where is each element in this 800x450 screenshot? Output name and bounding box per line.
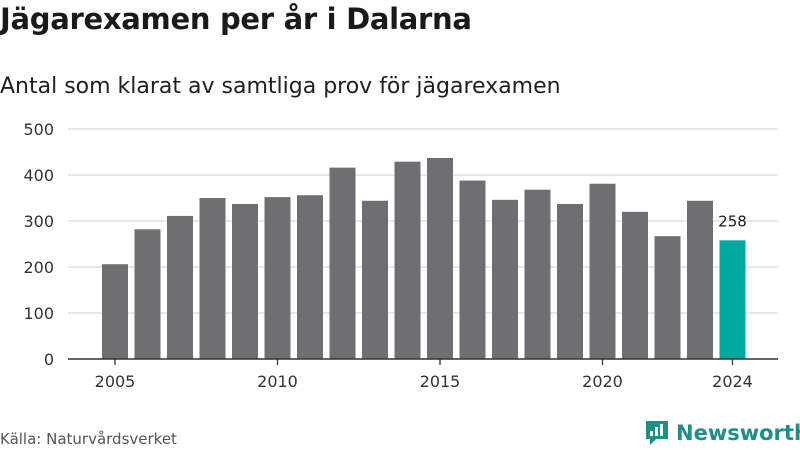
bar-2016 [459, 180, 486, 359]
newsworthy-logo-icon [646, 421, 668, 445]
x-axis: 2005 2010 2015 2020 2024 [68, 358, 778, 391]
y-tick-label: 400 [23, 166, 54, 185]
x-tick-label: 2024 [712, 372, 753, 391]
bar-2021 [622, 211, 648, 359]
x-tick-label: 2005 [95, 372, 136, 391]
chart-subtitle: Antal som klarat av samtliga prov för jä… [0, 74, 561, 99]
bar-2006 [134, 229, 161, 359]
data-labels: 258 [718, 212, 747, 230]
bars [102, 157, 746, 359]
bar-2012 [329, 167, 356, 359]
x-tick-label: 2010 [257, 372, 298, 391]
bar-2008 [199, 198, 226, 359]
bar-2022 [654, 236, 681, 359]
bar-2018 [524, 189, 551, 359]
y-tick-label: 200 [23, 258, 54, 277]
y-tick-label: 100 [23, 304, 54, 323]
bar-2020 [589, 183, 616, 359]
bar-2009 [232, 203, 258, 359]
y-tick-label: 300 [23, 212, 54, 231]
y-axis-ticks: 0 100 200 300 400 500 [23, 120, 54, 369]
x-tick-label: 2020 [582, 372, 623, 391]
bar-2017 [492, 199, 518, 359]
bar-2023 [687, 200, 713, 359]
bar-2024 [719, 240, 746, 359]
y-tick-label: 0 [44, 350, 54, 369]
bar-2005 [102, 264, 128, 359]
data-label: 258 [718, 212, 747, 230]
bar-2014 [394, 161, 421, 359]
bar-2007 [167, 215, 193, 359]
y-tick-label: 500 [23, 120, 54, 139]
bar-2013 [362, 200, 388, 359]
bar-2011 [297, 195, 323, 359]
bar-2010 [264, 197, 291, 359]
x-tick-label: 2015 [420, 372, 461, 391]
chart-title: Jägarexamen per år i Dalarna [0, 2, 472, 36]
bar-2015 [427, 157, 453, 359]
brand-name: Newsworthy [676, 421, 800, 445]
bar-2019 [557, 203, 583, 359]
brand-logo: Newsworthy [644, 419, 800, 447]
bar-chart: 0 100 200 300 400 500 258 2005 2010 2015 2020 202… [23, 120, 778, 391]
source-note: Källa: Naturvårdsverket [0, 430, 177, 448]
